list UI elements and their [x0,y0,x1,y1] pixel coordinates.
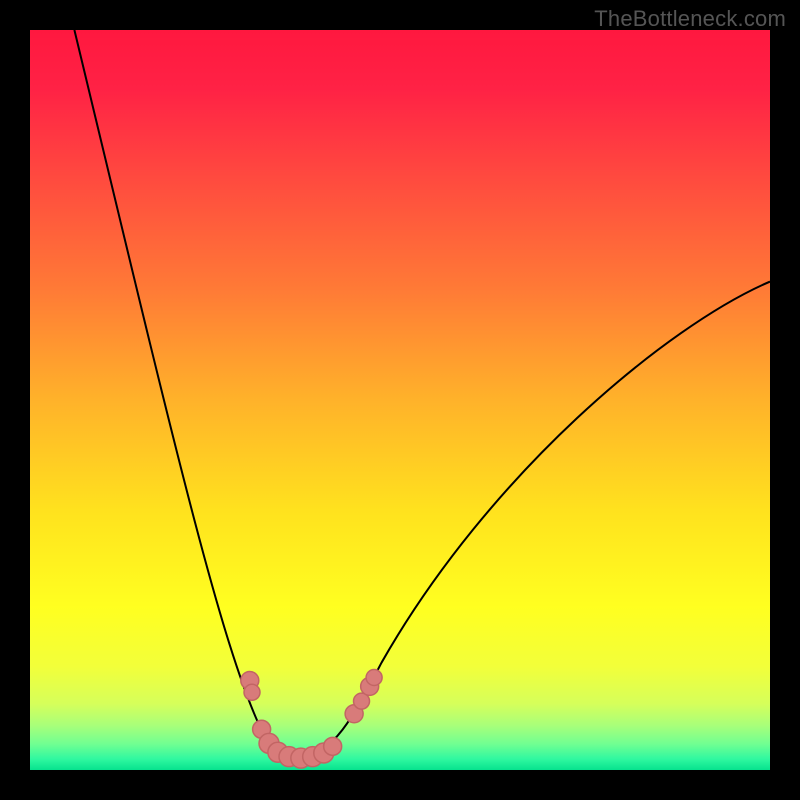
bottleneck-chart [0,0,800,800]
marker-point [366,670,382,686]
heatmap-background [30,30,770,770]
marker-point [244,684,260,700]
marker-point [324,737,342,755]
watermark-text: TheBottleneck.com [594,6,786,32]
